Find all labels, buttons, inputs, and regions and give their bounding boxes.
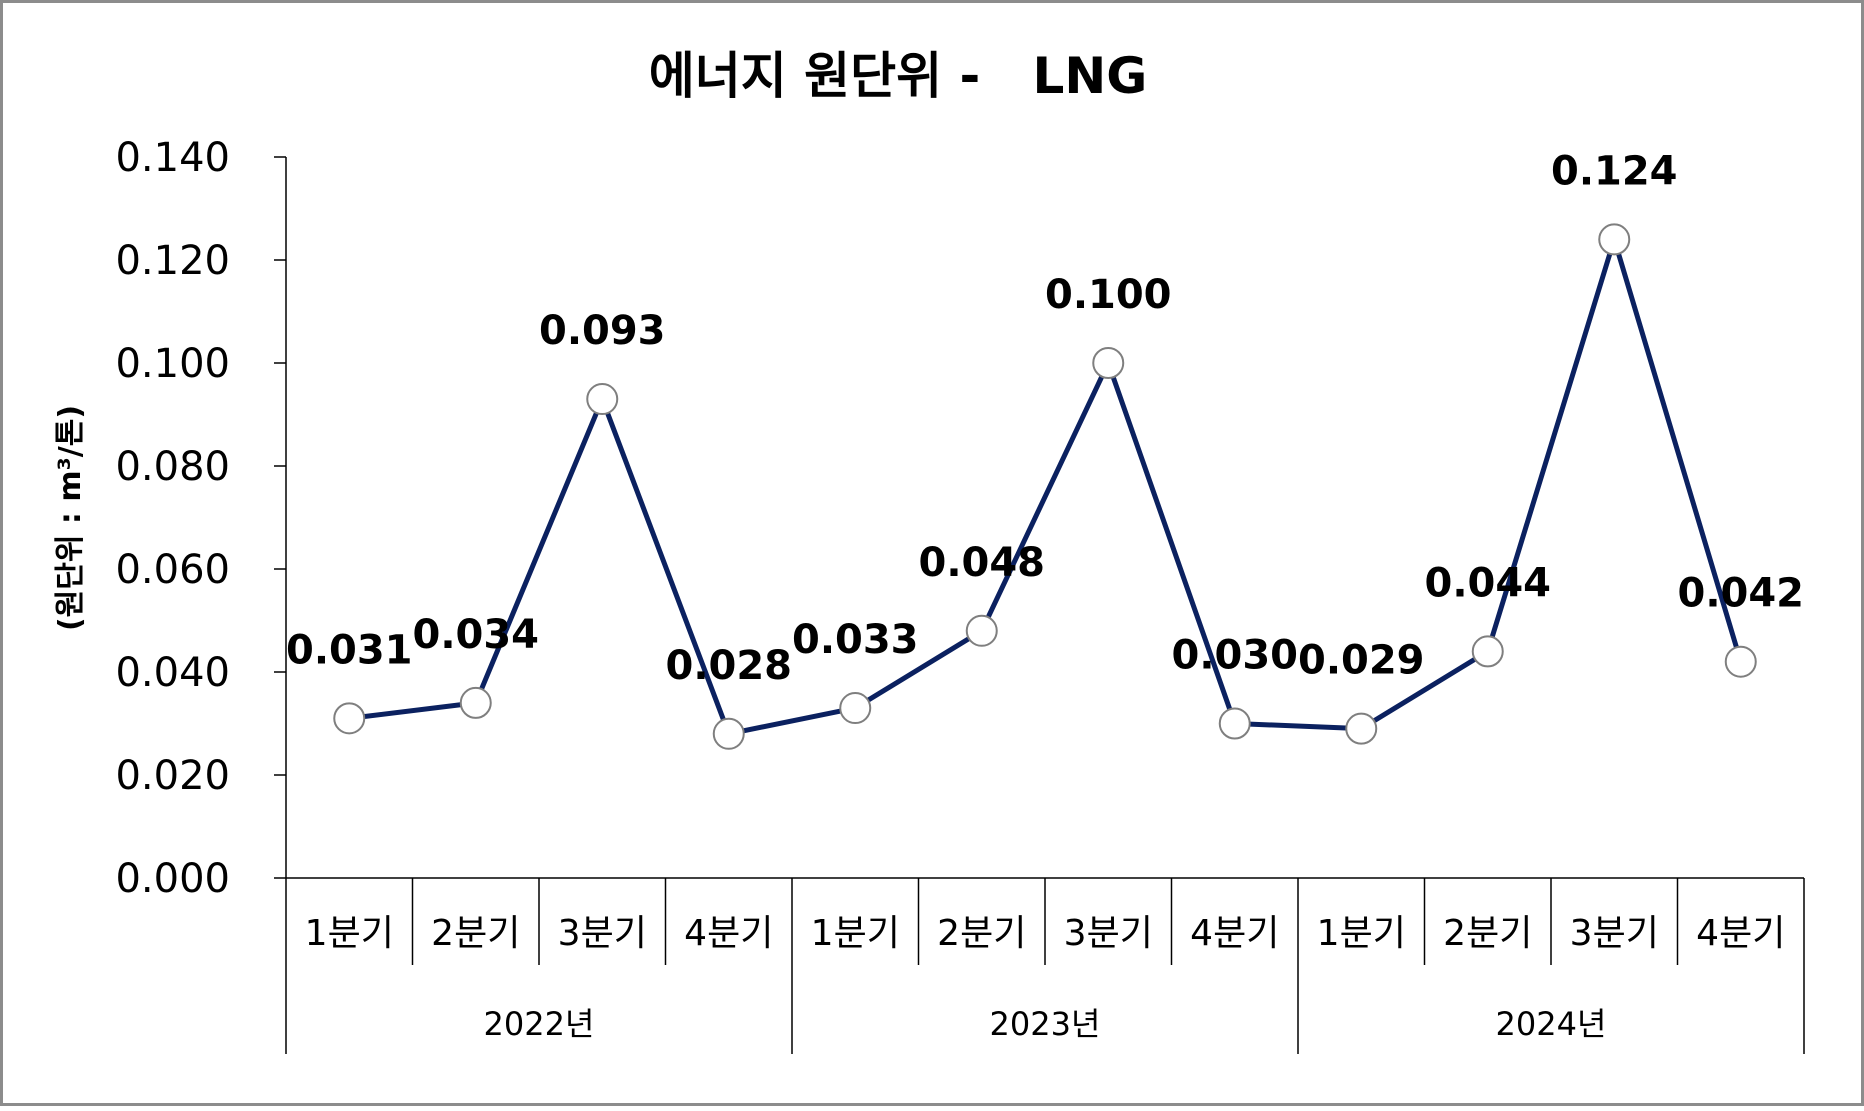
x-tick-label: 1분기	[305, 913, 394, 954]
chart-title: 에너지 원단위 - LNG	[649, 47, 1148, 105]
y-tick-label: 0.140	[115, 135, 230, 181]
y-tick-label: 0.040	[115, 650, 230, 696]
x-group-label: 2022년	[484, 1005, 595, 1043]
data-label: 0.100	[1045, 272, 1172, 318]
x-tick-label: 3분기	[558, 913, 647, 954]
x-tick-label: 3분기	[1064, 913, 1153, 954]
x-group-label: 2023년	[990, 1005, 1101, 1043]
y-tick-label: 0.000	[115, 856, 230, 902]
x-tick-label: 2분기	[937, 913, 1026, 954]
x-tick-label: 1분기	[1317, 913, 1406, 954]
data-label: 0.029	[1298, 638, 1425, 684]
y-tick-label: 0.080	[115, 444, 230, 490]
y-axis-title: (원단위 : m³/톤)	[53, 405, 88, 631]
data-label: 0.034	[412, 612, 539, 658]
x-tick-label: 1분기	[811, 913, 900, 954]
data-label: 0.028	[665, 643, 792, 689]
x-group-label: 2024년	[1496, 1005, 1607, 1043]
data-point	[1345, 712, 1378, 745]
data-label: 0.093	[539, 308, 666, 354]
data-label: 0.042	[1677, 571, 1804, 617]
y-tick-label: 0.100	[115, 341, 230, 387]
data-label: 0.033	[792, 617, 919, 663]
data-label: 0.048	[918, 540, 1045, 586]
y-tick-label: 0.060	[115, 547, 230, 593]
data-point	[712, 717, 745, 750]
data-point	[1218, 707, 1251, 740]
data-point	[1598, 223, 1631, 256]
plot-area: 0.000 0.020 0.040 0.060 0.080 0.100 0.120 0.140…	[115, 135, 1805, 1054]
data-point	[965, 614, 998, 647]
x-tick-label: 2분기	[1443, 913, 1532, 954]
x-tick-label: 2분기	[431, 913, 520, 954]
x-tick-label: 4분기	[1696, 913, 1785, 954]
data-point	[459, 686, 492, 719]
data-point	[1092, 347, 1125, 379]
data-label: 0.030	[1171, 633, 1298, 679]
series-line	[346, 236, 1744, 737]
data-label: 0.044	[1424, 560, 1551, 606]
data-point	[1471, 635, 1504, 668]
data-label: 0.124	[1551, 148, 1678, 194]
y-tick-label: 0.020	[115, 753, 230, 799]
data-point	[333, 702, 366, 735]
x-tick-label: 4분기	[684, 913, 773, 954]
x-tick-label: 4분기	[1190, 913, 1279, 954]
y-tick-label: 0.120	[115, 238, 230, 284]
data-label: 0.031	[286, 627, 413, 673]
x-tick-label: 3분기	[1570, 913, 1659, 954]
data-point	[839, 692, 872, 725]
data-point	[586, 383, 619, 416]
data-point	[1724, 645, 1757, 678]
